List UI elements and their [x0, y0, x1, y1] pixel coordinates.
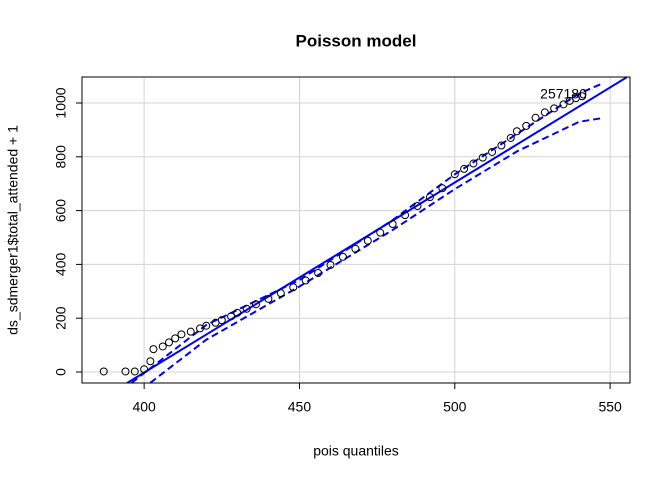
- point: [233, 308, 242, 317]
- point: [401, 211, 410, 220]
- point: [171, 334, 180, 343]
- point: [99, 367, 108, 376]
- point: [276, 289, 285, 298]
- point: [177, 330, 186, 339]
- y-tick-label: 600: [53, 199, 69, 223]
- x-tick-label: 550: [598, 399, 622, 415]
- point: [469, 159, 478, 168]
- annotation: 257180: [540, 86, 587, 102]
- y-tick-label: 800: [53, 145, 69, 169]
- point: [413, 202, 422, 211]
- point: [130, 367, 139, 376]
- point: [450, 170, 459, 179]
- grid: [82, 77, 630, 383]
- confidence-envelope: [149, 116, 605, 383]
- point: [376, 228, 385, 237]
- chart-title: Poisson model: [296, 31, 417, 50]
- point: [251, 300, 260, 309]
- point: [264, 294, 273, 303]
- confidence-envelope: [131, 81, 605, 383]
- point: [438, 184, 447, 193]
- plot-frame: [81, 76, 631, 384]
- y-tick-label: 400: [53, 253, 69, 277]
- y-axis-label: ds_sdmerger1$total_attended + 1: [5, 125, 21, 335]
- point: [289, 283, 298, 292]
- point: [388, 220, 397, 229]
- point: [338, 252, 347, 261]
- x-axis-label: pois quantiles: [313, 443, 399, 459]
- point: [186, 327, 195, 336]
- reference-line: [126, 77, 628, 383]
- y-tick-label: 200: [53, 306, 69, 330]
- x-tick-label: 500: [443, 399, 467, 415]
- point: [149, 345, 158, 354]
- point: [506, 133, 515, 142]
- y-tick-label: 0: [53, 368, 69, 376]
- point: [314, 269, 323, 278]
- x-tick-label: 450: [288, 399, 312, 415]
- x-tick-label: 400: [132, 399, 156, 415]
- point: [164, 338, 173, 347]
- axes: 400 450 500 550 0 200 400 600 800 1000: [53, 87, 622, 414]
- point: [242, 304, 251, 313]
- point: [425, 193, 434, 202]
- point: [146, 357, 155, 366]
- point: [121, 367, 130, 376]
- point: [326, 260, 335, 269]
- y-tick-label: 1000: [53, 87, 69, 118]
- point: [512, 127, 521, 136]
- plot-area: [99, 77, 628, 383]
- point: [497, 141, 506, 150]
- point: [460, 164, 469, 173]
- point: [531, 113, 540, 122]
- point: [140, 365, 149, 374]
- point: [217, 316, 226, 325]
- point: [578, 92, 587, 101]
- point: [550, 104, 559, 113]
- point: [351, 244, 360, 253]
- point: [559, 100, 568, 109]
- point: [202, 321, 211, 330]
- point: [478, 153, 487, 162]
- point: [522, 121, 531, 130]
- point: [488, 147, 497, 156]
- point: [363, 236, 372, 245]
- point: [227, 312, 236, 321]
- point: [301, 276, 310, 285]
- point: [158, 342, 167, 351]
- point: [540, 108, 549, 117]
